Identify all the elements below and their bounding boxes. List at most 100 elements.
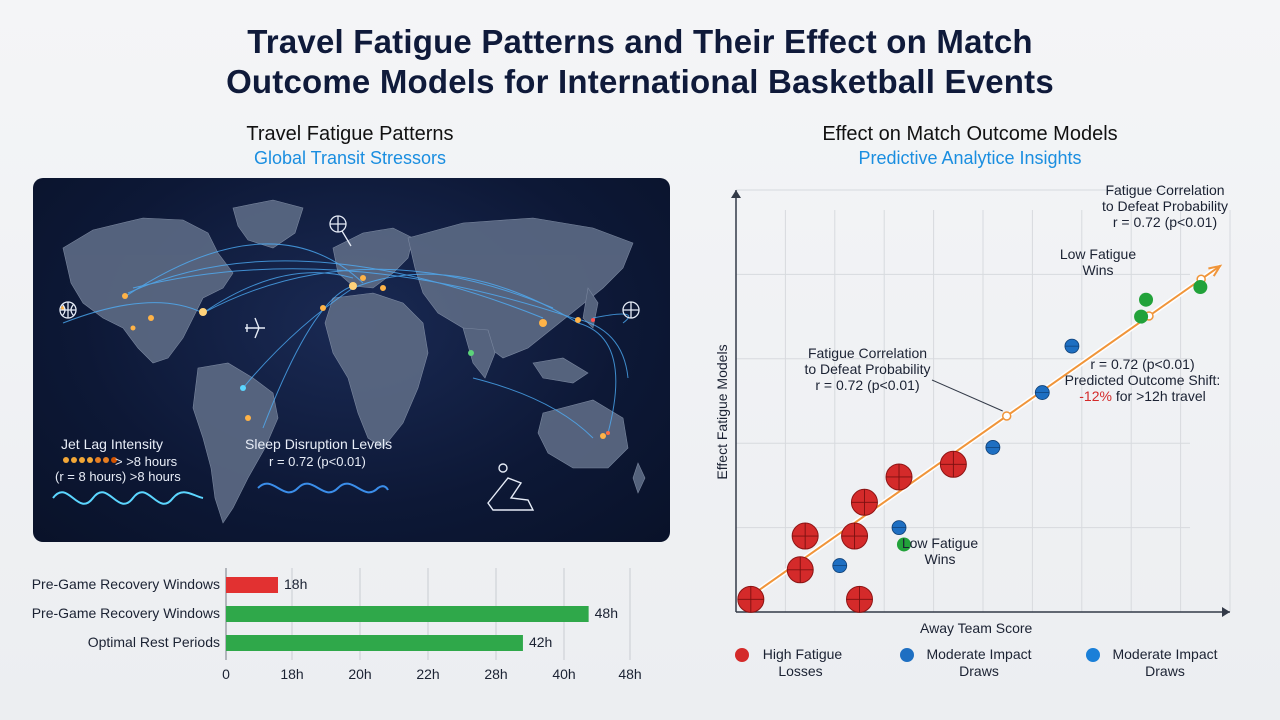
title-line-1: Travel Fatigue Patterns and Their Effect… bbox=[247, 23, 1033, 60]
annotation-top-right-2: to Defeat Probability bbox=[1101, 198, 1229, 214]
trend-marker bbox=[1001, 411, 1012, 421]
annotation-low-fatigue-bottom-2: Wins bbox=[924, 551, 956, 567]
north-america bbox=[62, 217, 234, 364]
right-subheading: Predictive Analytice Insights bbox=[858, 148, 1082, 168]
europe bbox=[332, 227, 414, 289]
bar-tick-label: 40h bbox=[552, 666, 576, 682]
legend-item-3-line-2: Draws bbox=[1145, 663, 1185, 679]
annotation-low-fatigue-bottom-1: Low Fatigue bbox=[901, 535, 979, 551]
australia bbox=[537, 399, 629, 469]
asia bbox=[407, 217, 634, 359]
bar-chart-svg bbox=[225, 568, 631, 660]
left-heading: Travel Fatigue Patterns bbox=[246, 123, 454, 145]
jet-lag-dots bbox=[63, 457, 117, 463]
bar-category-label: Pre-Game Recovery Windows bbox=[31, 576, 220, 592]
annotation-low-fatigue-bottom: Low Fatigue Wins bbox=[895, 535, 985, 567]
annotation-top-right-3: r = 0.72 (p<0.01) bbox=[1112, 214, 1218, 230]
bar-tick-label: 0 bbox=[222, 666, 230, 682]
sleep-title: Sleep Disruption Levels bbox=[245, 436, 393, 452]
legend-high-fatigue: High Fatigue Losses bbox=[735, 646, 850, 680]
reclining-seat-icon bbox=[487, 463, 535, 511]
bar-tick-label: 20h bbox=[348, 666, 372, 682]
basketball-seam bbox=[737, 586, 764, 613]
basketball-icon bbox=[59, 301, 77, 319]
basketball-seam bbox=[841, 523, 868, 550]
sleep-line-1: r = 0.72 (p<0.01) bbox=[269, 454, 366, 469]
south-america bbox=[192, 362, 279, 524]
city-points bbox=[61, 275, 610, 439]
legend-blue-dot-1 bbox=[900, 648, 914, 662]
bar-tick-label: 48h bbox=[618, 666, 642, 682]
basketball-seam bbox=[792, 523, 819, 550]
basketball-seam bbox=[851, 489, 878, 516]
title-line-2: Outcome Models for International Basketb… bbox=[226, 63, 1054, 100]
recovery-bar-chart: 0 18h 20h 22h 28h 40h 48h Pre-Game Recovery Win… bbox=[0, 560, 700, 720]
legend-item-1-line-2: Losses bbox=[778, 663, 823, 679]
annotation-mid-1: Fatigue Correlation bbox=[807, 345, 928, 361]
scatter-point-low-fatigue bbox=[1139, 292, 1154, 307]
shift-text: for >12h travel bbox=[1111, 388, 1206, 404]
annotation-low-fatigue-top: Low Fatigue Wins bbox=[1048, 246, 1148, 278]
y-axis-label: Effect Fatigue Models bbox=[714, 344, 730, 480]
left-panel-heading: Travel Fatigue Patterns Global Transit S… bbox=[140, 122, 560, 170]
y-axis-arrow bbox=[731, 190, 741, 198]
bar-category-label: Pre-Game Recovery Windows bbox=[31, 605, 220, 621]
scatter-chart bbox=[731, 189, 1231, 617]
legend-moderate-impact-2: Moderate Impact Draws bbox=[1086, 646, 1226, 680]
right-panel-heading: Effect on Match Outcome Models Predictiv… bbox=[760, 122, 1180, 170]
india bbox=[462, 327, 496, 379]
basketball-seam bbox=[846, 586, 873, 613]
shift-percent: -12% bbox=[1079, 388, 1112, 404]
annotation-low-fatigue-top-2: Wins bbox=[1082, 262, 1114, 278]
bar-rect bbox=[226, 577, 278, 593]
bar-tick-label: 18h bbox=[280, 666, 304, 682]
scatter-point-low-fatigue bbox=[1193, 280, 1208, 295]
bar-rect bbox=[226, 635, 523, 651]
annotation-shift-3: -12% for >12h travel bbox=[1055, 388, 1230, 404]
annotation-low-fatigue-top-1: Low Fatigue bbox=[1059, 246, 1137, 262]
bar-rect bbox=[226, 606, 589, 622]
annotation-top-right-1: Fatigue Correlation bbox=[1105, 182, 1225, 198]
legend-item-2-line-1: Moderate Impact bbox=[926, 646, 1032, 662]
annotation-shift-1: r = 0.72 (p<0.01) bbox=[1090, 356, 1195, 372]
annotation-pointer bbox=[931, 379, 1003, 412]
basketball-seam bbox=[940, 451, 967, 478]
bar-tick-label: 22h bbox=[416, 666, 440, 682]
bar-category-label: Optimal Rest Periods bbox=[87, 634, 220, 650]
annotation-mid: Fatigue Correlation to Defeat Probabilit… bbox=[790, 345, 945, 393]
legend-red-dot bbox=[735, 648, 749, 662]
new-zealand bbox=[632, 462, 646, 494]
trend-arrow-head bbox=[1208, 264, 1223, 277]
travel-arcs bbox=[62, 243, 630, 439]
left-subheading: Global Transit Stressors bbox=[253, 148, 447, 168]
jet-lag-line-2: (r = 8 hours) >8 hours bbox=[55, 469, 181, 484]
airplane-icon bbox=[245, 317, 265, 339]
x-axis-label: Away Team Score bbox=[920, 620, 1033, 636]
bar-value-label: 48h bbox=[594, 605, 618, 621]
world-map-card: Jet Lag Intensity > >8 hours (r = 8 hour… bbox=[33, 178, 670, 542]
africa bbox=[324, 292, 429, 449]
basketball-seam bbox=[787, 556, 814, 583]
right-heading: Effect on Match Outcome Models bbox=[822, 123, 1118, 145]
continents bbox=[62, 199, 646, 524]
legend-moderate-impact-1: Moderate Impact Draws bbox=[900, 646, 1040, 680]
annotation-outcome-shift: r = 0.72 (p<0.01) Predicted Outcome Shif… bbox=[1055, 356, 1230, 404]
se-asia bbox=[532, 357, 589, 384]
basketball-icon-3 bbox=[622, 301, 640, 319]
annotation-mid-2: to Defeat Probability bbox=[804, 361, 931, 377]
sleep-wave bbox=[257, 482, 389, 494]
scatter-point-low-fatigue bbox=[896, 537, 911, 552]
legend-item-3-line-1: Moderate Impact bbox=[1112, 646, 1218, 662]
basketball-seam bbox=[886, 463, 913, 490]
scatter-point-low-fatigue bbox=[1134, 309, 1149, 324]
bar-value-label: 42h bbox=[528, 634, 553, 650]
basketball-icon-2 bbox=[329, 215, 352, 247]
legend-item-1-line-1: High Fatigue bbox=[762, 646, 843, 662]
jet-lag-title: Jet Lag Intensity bbox=[61, 436, 163, 452]
jet-lag-line-1: > >8 hours bbox=[115, 454, 178, 469]
bar-value-label: 18h bbox=[284, 576, 308, 592]
jet-lag-wave bbox=[52, 491, 204, 505]
annotation-mid-3: r = 0.72 (p<0.01) bbox=[815, 377, 920, 393]
legend-item-2-line-2: Draws bbox=[959, 663, 999, 679]
annotation-shift-2: Predicted Outcome Shift: bbox=[1064, 372, 1221, 388]
